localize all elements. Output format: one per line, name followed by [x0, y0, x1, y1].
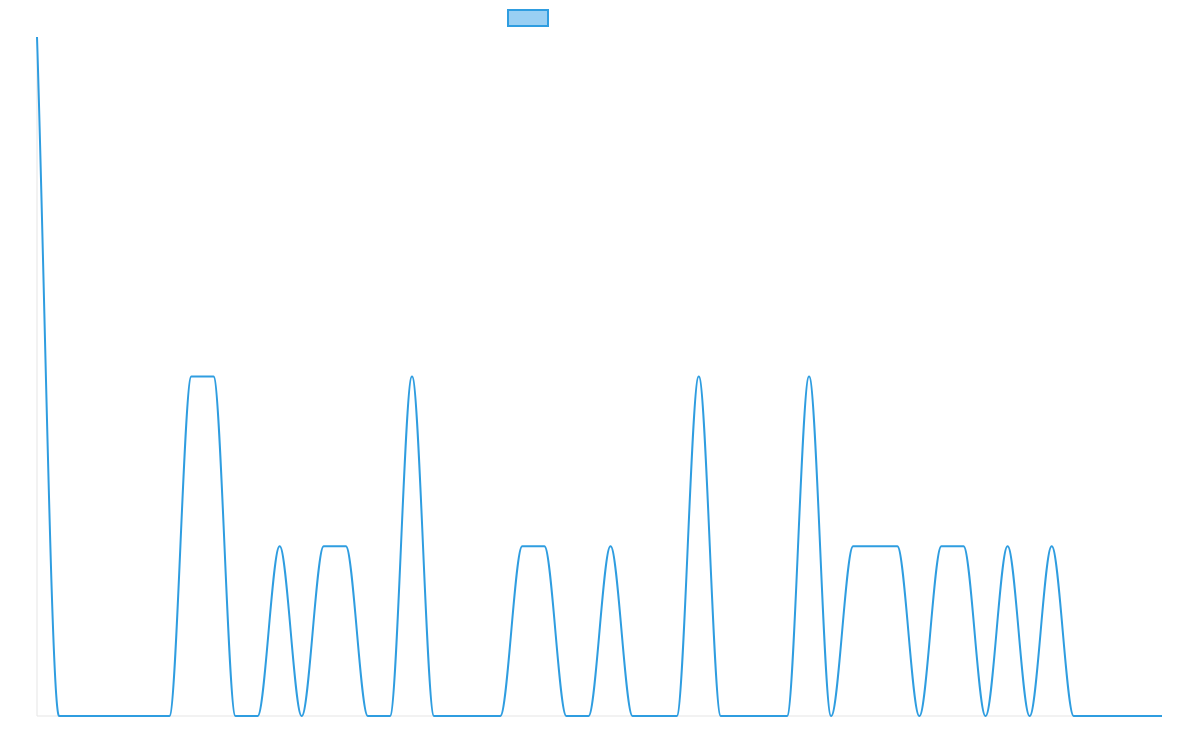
data-point-0-12[interactable] — [299, 713, 305, 719]
data-point-0-42[interactable] — [960, 543, 966, 549]
data-point-0-18[interactable] — [431, 713, 437, 719]
data-point-0-26[interactable] — [608, 543, 614, 549]
data-point-0-44[interactable] — [1005, 543, 1011, 549]
data-point-0-36[interactable] — [828, 713, 834, 719]
data-point-0-21[interactable] — [497, 713, 503, 719]
data-point-0-46[interactable] — [1049, 543, 1055, 549]
data-point-0-28[interactable] — [652, 713, 658, 719]
data-point-0-30[interactable] — [696, 374, 702, 380]
data-point-0-0[interactable] — [34, 34, 40, 40]
data-point-0-6[interactable] — [166, 713, 172, 719]
series-group — [34, 34, 1165, 719]
data-point-0-50[interactable] — [1137, 713, 1143, 719]
data-point-0-5[interactable] — [144, 713, 150, 719]
series-line-0[interactable] — [36, 36, 1162, 717]
data-point-0-8[interactable] — [210, 374, 216, 380]
data-point-0-29[interactable] — [674, 713, 680, 719]
data-point-0-45[interactable] — [1027, 713, 1033, 719]
data-point-0-41[interactable] — [938, 543, 944, 549]
legend-swatch[interactable] — [507, 9, 549, 27]
data-point-0-13[interactable] — [321, 543, 327, 549]
data-point-0-38[interactable] — [872, 543, 878, 549]
data-point-0-47[interactable] — [1071, 713, 1077, 719]
data-point-0-37[interactable] — [850, 543, 856, 549]
data-point-0-51[interactable] — [1159, 713, 1165, 719]
data-point-0-24[interactable] — [563, 713, 569, 719]
data-point-0-2[interactable] — [78, 713, 84, 719]
data-point-0-15[interactable] — [365, 713, 371, 719]
data-point-0-1[interactable] — [56, 713, 62, 719]
data-point-0-11[interactable] — [277, 543, 283, 549]
data-point-0-19[interactable] — [453, 713, 459, 719]
data-point-0-40[interactable] — [916, 713, 922, 719]
data-point-0-22[interactable] — [519, 543, 525, 549]
data-point-0-14[interactable] — [343, 543, 349, 549]
data-point-0-27[interactable] — [630, 713, 636, 719]
data-point-0-9[interactable] — [233, 713, 239, 719]
data-point-0-25[interactable] — [585, 713, 591, 719]
data-point-0-17[interactable] — [409, 374, 415, 380]
data-point-0-48[interactable] — [1093, 713, 1099, 719]
data-point-0-10[interactable] — [255, 713, 261, 719]
data-point-0-39[interactable] — [894, 543, 900, 549]
data-point-0-34[interactable] — [784, 713, 790, 719]
data-point-0-23[interactable] — [541, 543, 547, 549]
data-point-0-4[interactable] — [122, 713, 128, 719]
data-point-0-16[interactable] — [387, 713, 393, 719]
data-point-0-32[interactable] — [740, 713, 746, 719]
data-point-0-49[interactable] — [1115, 713, 1121, 719]
data-point-0-35[interactable] — [806, 374, 812, 380]
data-point-0-31[interactable] — [718, 713, 724, 719]
data-point-0-7[interactable] — [188, 374, 194, 380]
data-point-0-3[interactable] — [100, 713, 106, 719]
data-point-0-43[interactable] — [983, 713, 989, 719]
data-point-0-20[interactable] — [475, 713, 481, 719]
data-point-0-33[interactable] — [762, 713, 768, 719]
